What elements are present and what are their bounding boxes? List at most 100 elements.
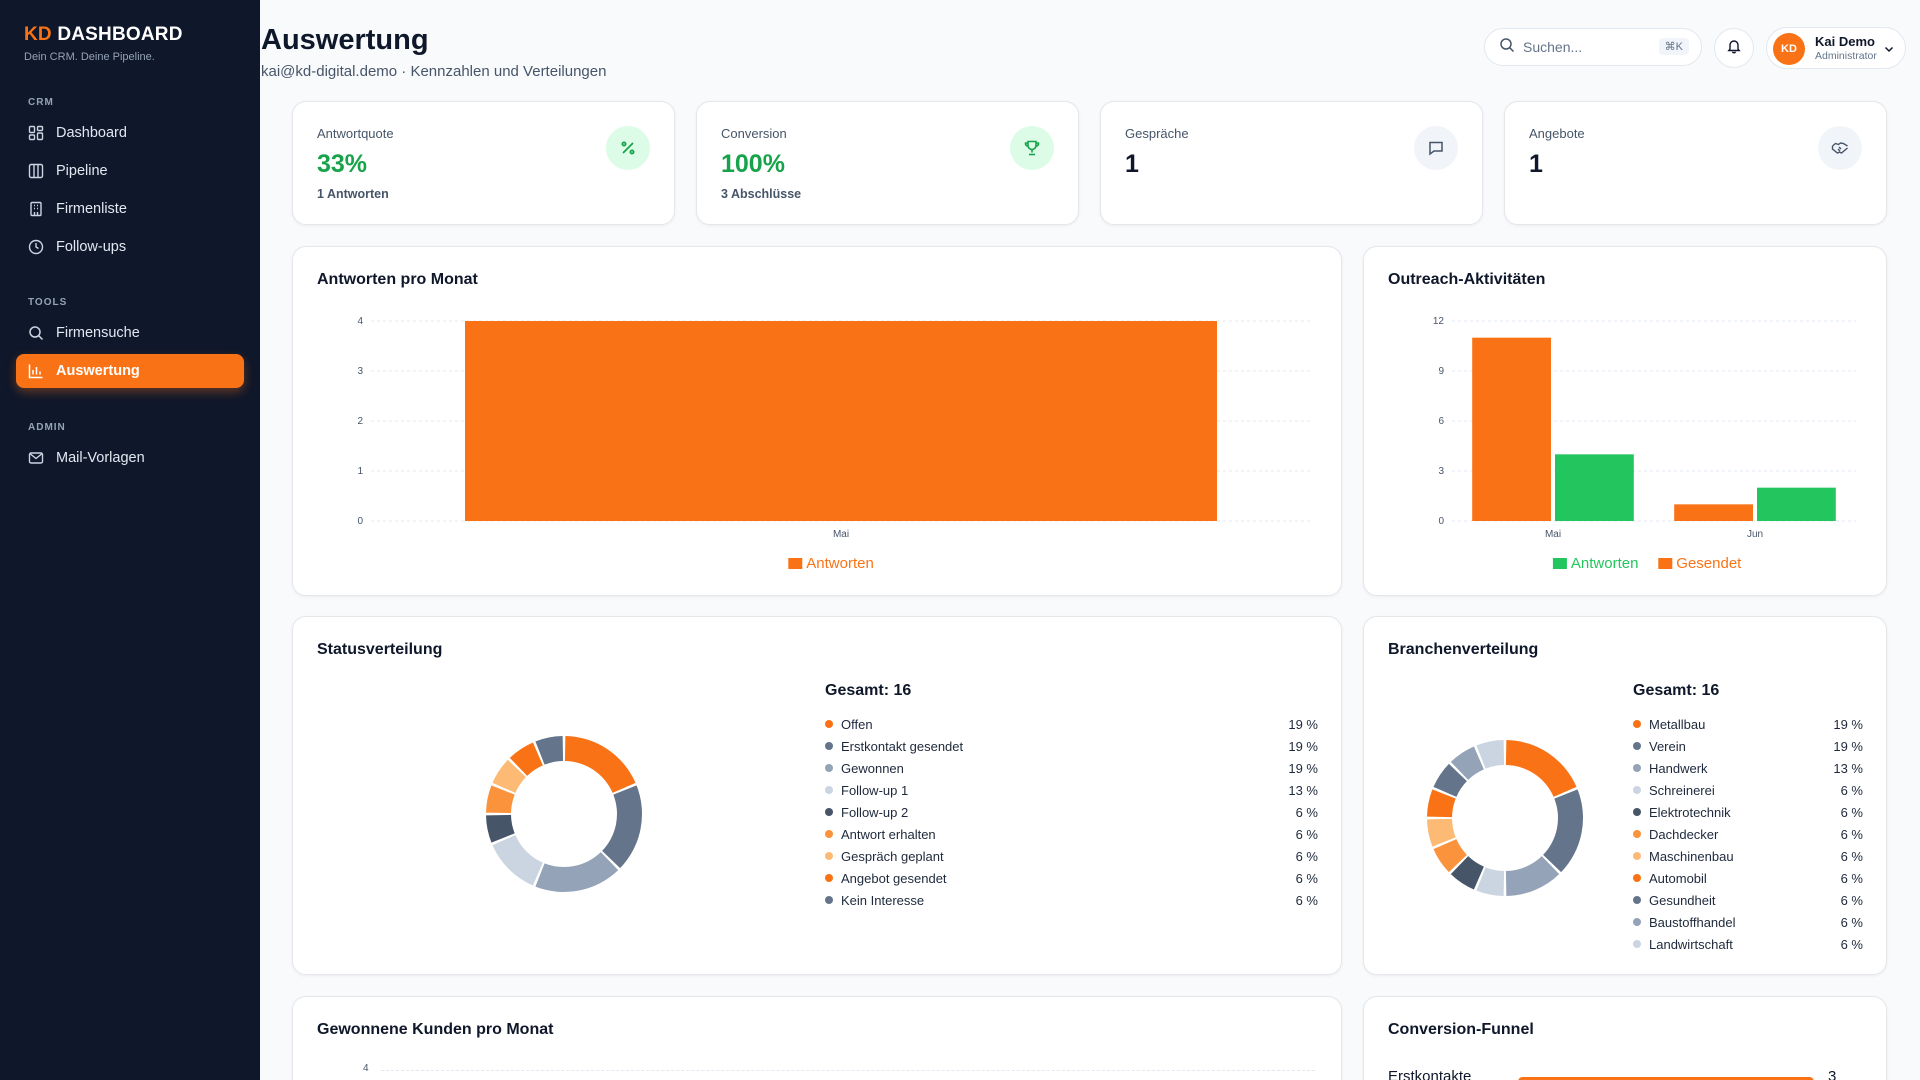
kpi-sub: 3 Abschlüsse <box>721 187 802 201</box>
legend-dot <box>1633 918 1641 926</box>
legend-total: Gesamt: 16 <box>825 682 912 699</box>
legend-item: Baustoffhandel 6 % <box>1633 911 1863 933</box>
legend-percent: 6 % <box>1840 915 1863 930</box>
bar <box>1757 487 1836 521</box>
avatar: KD <box>1773 33 1805 65</box>
sidebar-item-firmensuche[interactable]: Firmensuche <box>16 316 244 350</box>
legend-dot <box>1633 874 1641 882</box>
brand-logo[interactable]: KD DASHBOARD <box>24 24 183 45</box>
x-tick-label: Mai <box>833 529 849 540</box>
search-input[interactable] <box>1523 39 1653 55</box>
legend-label: Landwirtschaft <box>1649 936 1733 952</box>
chart-title: Outreach-Aktivitäten <box>1388 271 1546 288</box>
legend-dot <box>1633 808 1641 816</box>
legend-percent: 13 % <box>1288 783 1318 798</box>
chart-card-status: Statusverteilung Gesamt: 16 Offen 19 % Ers… <box>292 616 1342 975</box>
kpi-label: Gespräche <box>1125 126 1189 141</box>
legend-percent: 6 % <box>1840 893 1863 908</box>
status-donut-chart <box>486 736 642 892</box>
legend-dot <box>825 720 833 728</box>
legend-percent: 6 % <box>1295 805 1318 820</box>
y-tick-label: 3 <box>1438 466 1444 477</box>
building-icon <box>28 201 44 217</box>
donut-slice <box>492 835 543 886</box>
kpi-label: Angebote <box>1529 126 1585 141</box>
donut-slice <box>602 785 642 869</box>
legend-percent: 19 % <box>1833 717 1863 732</box>
legend-label: Automobil <box>1649 870 1707 886</box>
legend-total: Gesamt: 16 <box>1633 682 1720 699</box>
legend-item: Erstkontakt gesendet 19 % <box>825 735 1318 757</box>
legend-percent: 6 % <box>1840 849 1863 864</box>
legend-label: Antwort erhalten <box>841 826 936 842</box>
sidebar-item-follow-ups[interactable]: Follow-ups <box>16 230 244 264</box>
donut-slice <box>486 785 515 814</box>
grid-line <box>381 1070 1315 1071</box>
legend-swatch <box>1658 558 1673 569</box>
sidebar-item-label: Pipeline <box>56 163 108 179</box>
status-legend: Offen 19 % Erstkontakt gesendet 19 % Gewonne… <box>825 713 1318 911</box>
chart-title: Gewonnene Kunden pro Monat <box>317 1021 554 1038</box>
message-icon <box>1414 126 1458 170</box>
donut-slice <box>1505 740 1577 797</box>
y-tick-label: 1 <box>357 466 363 477</box>
legend-dot <box>825 742 833 750</box>
percent-icon <box>606 126 650 170</box>
legend-percent: 6 % <box>1840 937 1863 952</box>
bar <box>1472 337 1551 521</box>
legend-dot <box>825 852 833 860</box>
kpi-card-antwortquote: Antwortquote 33% 1 Antworten <box>292 101 675 225</box>
kpi-card-angebote: Angebote 1 <box>1504 101 1887 225</box>
donut-slice <box>1433 839 1467 873</box>
legend-percent: 6 % <box>1295 871 1318 886</box>
notifications-button[interactable] <box>1714 28 1754 68</box>
donut-slice <box>564 736 636 793</box>
chart-card-outreach: Outreach-Aktivitäten 0 3 6 9 12 Mai Jun Antwort… <box>1363 246 1887 596</box>
kpi-value: 1 <box>1125 150 1139 178</box>
branchen-legend: Metallbau 19 % Verein 19 % Handwerk 13 % Schre… <box>1633 713 1863 955</box>
donut-slice <box>1427 818 1456 847</box>
clock-icon <box>28 239 44 255</box>
search-icon <box>28 325 44 341</box>
sidebar: KD DASHBOARD Dein CRM. Deine Pipeline. C… <box>0 0 260 1080</box>
antworten-bar-chart: 0 1 2 3 4 Mai Antworten <box>357 316 1311 572</box>
grid-icon <box>28 125 44 141</box>
donut-slice <box>1543 789 1583 873</box>
legend-item: Gesundheit 6 % <box>1633 889 1863 911</box>
kpi-value: 1 <box>1529 150 1543 178</box>
kpi-sub: 1 Antworten <box>317 187 389 201</box>
sidebar-item-label: Auswertung <box>56 363 140 379</box>
legend-label: Gesundheit <box>1649 892 1716 908</box>
sidebar-item-pipeline[interactable]: Pipeline <box>16 154 244 188</box>
chart-title: Antworten pro Monat <box>317 271 478 288</box>
legend-percent: 13 % <box>1833 761 1863 776</box>
funnel-value: 3 <box>1828 1068 1837 1080</box>
user-menu[interactable]: KD Kai Demo Administrator <box>1766 27 1906 69</box>
legend-dot <box>1633 742 1641 750</box>
funnel-bar-fill <box>1518 1077 1814 1080</box>
y-tick-label: 0 <box>357 516 363 527</box>
legend-item: Elektrotechnik 6 % <box>1633 801 1863 823</box>
sidebar-item-auswertung[interactable]: Auswertung <box>16 354 244 388</box>
sidebar-item-dashboard[interactable]: Dashboard <box>16 116 244 150</box>
legend-item: Gespräch geplant 6 % <box>825 845 1318 867</box>
legend-dot <box>1633 896 1641 904</box>
handshake-icon <box>1818 126 1862 170</box>
nav-section-tools: TOOLS <box>28 297 68 308</box>
legend-dot <box>825 764 833 772</box>
legend-dot <box>1633 940 1641 948</box>
legend-item: Schreinerei 6 % <box>1633 779 1863 801</box>
donut-slice <box>509 742 543 776</box>
legend-label: Antworten <box>1571 555 1639 572</box>
sidebar-item-firmenliste[interactable]: Firmenliste <box>16 192 244 226</box>
search-box[interactable]: ⌘K <box>1484 28 1702 66</box>
legend-item: Landwirtschaft 6 % <box>1633 933 1863 955</box>
legend-swatch <box>1552 558 1567 569</box>
chart-title: Branchenverteilung <box>1388 641 1539 658</box>
legend-dot <box>1633 786 1641 794</box>
sidebar-item-mail-vorlagen[interactable]: Mail-Vorlagen <box>16 441 244 475</box>
legend-label: Kein Interesse <box>841 892 925 908</box>
legend-percent: 19 % <box>1288 717 1318 732</box>
legend-label: Antworten <box>806 555 874 572</box>
legend-label: Handwerk <box>1649 760 1708 776</box>
